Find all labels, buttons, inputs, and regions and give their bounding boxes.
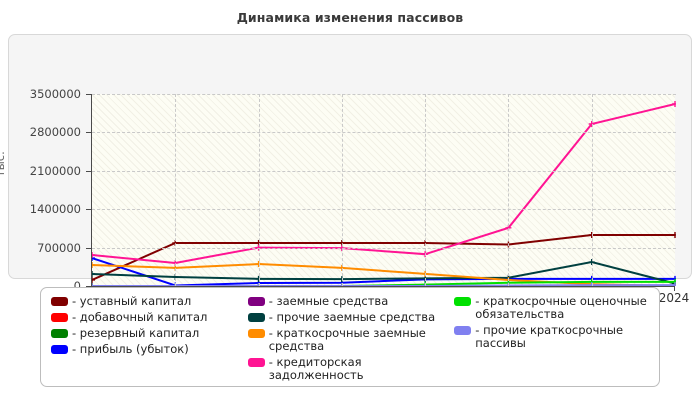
legend-item-ustavny-kapital[interactable]: - уставный капитал bbox=[51, 295, 248, 308]
legend-swatch-ustavny-kapital bbox=[51, 297, 68, 306]
chart-panel: тыс. 0 700000 1400000 2100000 2800000 3500000… bbox=[0, 34, 692, 305]
y-axis-label: тыс. bbox=[0, 151, 7, 177]
gridline-horizontal bbox=[92, 132, 676, 134]
data-point-marker bbox=[672, 231, 676, 238]
legend-label: - прочие краткосрочные пассивы bbox=[475, 323, 624, 350]
legend-column-3: - краткосрочные оценочные обязательства -… bbox=[454, 295, 651, 382]
series-кредиторская-задолженность bbox=[92, 100, 676, 266]
legend-label: - кредиторская задолженность bbox=[268, 355, 364, 382]
legend-item-zaemnye-sredstva[interactable]: - заемные средства bbox=[247, 294, 455, 308]
y-tick-label: 2800000 bbox=[29, 125, 81, 140]
data-point-marker bbox=[672, 100, 676, 107]
data-point-marker bbox=[92, 255, 95, 262]
gridline-vertical bbox=[341, 94, 343, 286]
y-tick-mark bbox=[86, 132, 91, 134]
y-tick-mark bbox=[86, 209, 91, 211]
legend-item-kratkosrochnye-ocenochnye-obyazatelstva[interactable]: - краткосрочные оценочные обязательства bbox=[454, 295, 651, 321]
legend-column-2: - заемные средства - прочие заемные средс… bbox=[247, 294, 455, 382]
x-tick-mark bbox=[674, 287, 675, 291]
data-point-marker bbox=[92, 276, 95, 283]
y-tick-label: 1400000 bbox=[29, 202, 81, 217]
gridline-horizontal bbox=[92, 247, 676, 249]
legend-item-pribyl-ubytok[interactable]: - прибыль (убыток) bbox=[51, 343, 248, 356]
legend-label: - добавочный капитал bbox=[72, 310, 208, 324]
legend-label: - прибыль (убыток) bbox=[72, 342, 189, 356]
gridline-vertical bbox=[508, 94, 510, 286]
chart-legend: - уставный капитал - добавочный капитал - … bbox=[40, 287, 660, 387]
y-tick-label: 700000 bbox=[37, 240, 81, 255]
series-уставный-капитал bbox=[92, 231, 676, 283]
legend-column-1: - уставный капитал - добавочный капитал - … bbox=[51, 295, 248, 382]
series-line bbox=[92, 263, 676, 286]
data-point-marker bbox=[92, 252, 95, 259]
y-tick-mark bbox=[86, 170, 91, 172]
y-tick-mark bbox=[86, 94, 91, 95]
legend-item-prochie-kratkosrochnye-passivy[interactable]: - прочие краткосрочные пассивы bbox=[454, 324, 651, 350]
series-line bbox=[92, 233, 675, 281]
x-tick-label: 2024 bbox=[658, 291, 690, 305]
legend-swatch-pribyl-ubytok bbox=[51, 345, 68, 354]
y-tick-mark bbox=[86, 247, 91, 249]
y-tick-mark bbox=[86, 286, 91, 287]
legend-swatch-dobavochny-kapital bbox=[51, 313, 68, 322]
page-title: Динамика изменения пассивов bbox=[236, 10, 464, 25]
legend-item-dobavochny-kapital[interactable]: - добавочный капитал bbox=[51, 311, 248, 324]
plot-area bbox=[91, 94, 676, 286]
y-tick-label: 3500000 bbox=[29, 87, 81, 101]
legend-item-kratkosrochnye-zaemnye-sredstva[interactable]: - краткосрочные заемные средства bbox=[247, 326, 455, 353]
legend-swatch-zaemnye-sredstva bbox=[247, 297, 265, 306]
gridline-horizontal bbox=[92, 170, 676, 172]
series-line bbox=[92, 284, 675, 286]
series-line bbox=[92, 261, 676, 285]
legend-item-rezervny-kapital[interactable]: - резервный капитал bbox=[51, 327, 248, 340]
legend-swatch-kratkosrochnye-zaemnye-sredstva bbox=[247, 329, 265, 338]
legend-item-prochie-zaemnye-sredstva[interactable]: - прочие заемные средства bbox=[247, 310, 455, 324]
gridline-horizontal bbox=[92, 94, 676, 95]
legend-label: - краткосрочные оценочные обязательства bbox=[475, 294, 647, 321]
legend-swatch-rezervny-kapital bbox=[51, 329, 68, 338]
data-point-marker bbox=[92, 270, 95, 277]
legend-label: - краткосрочные заемные средства bbox=[268, 326, 426, 353]
legend-swatch-kratkosrochnye-ocenochnye-obyazatelstva bbox=[454, 297, 472, 306]
legend-swatch-prochie-kratkosrochnye-passivy bbox=[454, 326, 472, 335]
y-tick-label: 2100000 bbox=[29, 163, 81, 178]
gridline-horizontal bbox=[92, 209, 676, 211]
gridline-vertical bbox=[591, 94, 593, 286]
data-point-marker bbox=[92, 261, 95, 268]
legend-label: - заемные средства bbox=[268, 294, 389, 308]
legend-label: - резервный капитал bbox=[72, 326, 200, 340]
legend-label: - уставный капитал bbox=[72, 294, 192, 308]
legend-item-kreditorskaya-zadolzhennost[interactable]: - кредиторская задолженность bbox=[247, 355, 455, 382]
gridline-vertical bbox=[425, 94, 427, 286]
data-series-layer bbox=[92, 100, 676, 286]
series-line bbox=[92, 103, 676, 264]
legend-swatch-kreditorskaya-zadolzhennost bbox=[247, 358, 265, 367]
legend-swatch-prochie-zaemnye-sredstva bbox=[247, 313, 265, 322]
data-point-marker bbox=[672, 282, 676, 286]
gridline-vertical bbox=[175, 94, 177, 286]
y-tick-label: 0 bbox=[73, 279, 81, 293]
legend-label: - прочие заемные средства bbox=[268, 310, 436, 324]
gridline-vertical bbox=[258, 94, 260, 286]
x-axis-line bbox=[91, 286, 675, 287]
